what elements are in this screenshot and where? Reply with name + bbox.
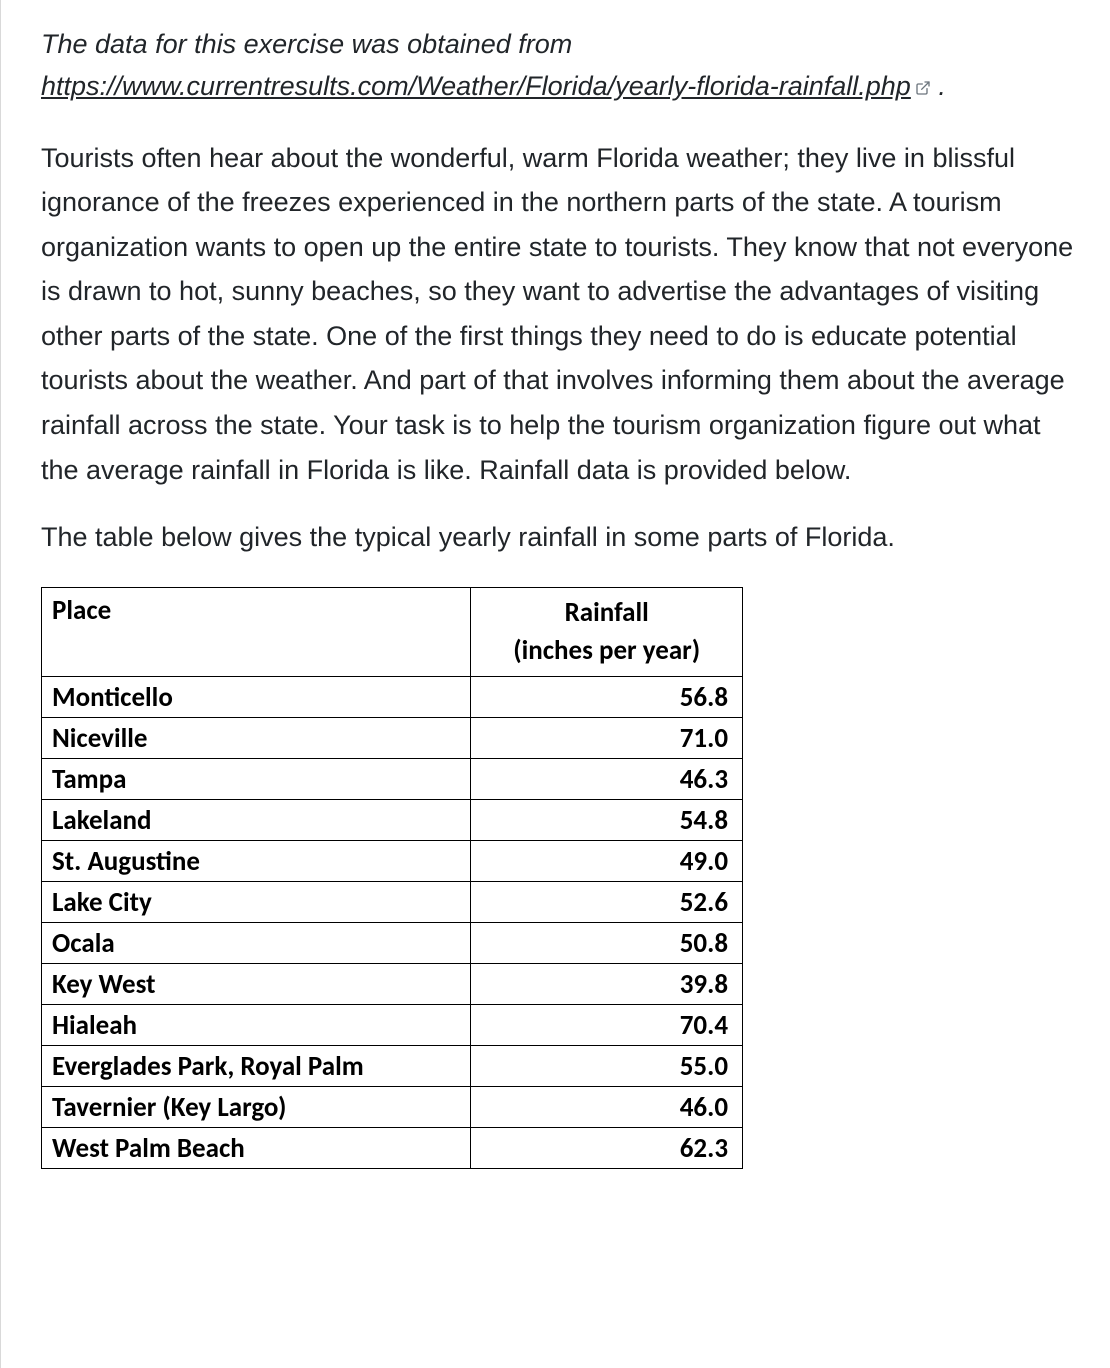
rainfall-cell: 49.0 — [471, 840, 743, 881]
rainfall-cell: 54.8 — [471, 799, 743, 840]
table-row: Key West 39.8 — [42, 963, 743, 1004]
external-link-icon — [915, 67, 931, 83]
rainfall-cell: 46.0 — [471, 1086, 743, 1127]
table-row: Tavernier (Key Largo) 46.0 — [42, 1086, 743, 1127]
table-row: Everglades Park, Royal Palm 55.0 — [42, 1045, 743, 1086]
column-header-rainfall-line2: (inches per year) — [513, 634, 700, 667]
place-cell: Ocala — [42, 922, 471, 963]
table-row: Monticello 56.8 — [42, 676, 743, 717]
table-row: Niceville 71.0 — [42, 717, 743, 758]
rainfall-cell: 52.6 — [471, 881, 743, 922]
place-cell: Hialeah — [42, 1004, 471, 1045]
table-row: St. Augustine 49.0 — [42, 840, 743, 881]
place-cell: Niceville — [42, 717, 471, 758]
place-cell: Tavernier (Key Largo) — [42, 1086, 471, 1127]
place-cell: Key West — [42, 963, 471, 1004]
attribution-link[interactable]: https://www.currentresults.com/Weather/F… — [41, 71, 911, 101]
place-cell: St. Augustine — [42, 840, 471, 881]
place-cell: Lake City — [42, 881, 471, 922]
table-header-row: Place Rainfall (inches per year) — [42, 588, 743, 677]
table-row: Lakeland 54.8 — [42, 799, 743, 840]
rainfall-cell: 46.3 — [471, 758, 743, 799]
rainfall-cell: 62.3 — [471, 1127, 743, 1168]
place-cell: Tampa — [42, 758, 471, 799]
column-header-rainfall-line1: Rainfall — [565, 596, 649, 629]
table-row: Ocala 50.8 — [42, 922, 743, 963]
rainfall-cell: 56.8 — [471, 676, 743, 717]
attribution-prefix: The data for this exercise was obtained … — [41, 29, 572, 59]
rainfall-cell: 71.0 — [471, 717, 743, 758]
rainfall-cell: 70.4 — [471, 1004, 743, 1045]
place-cell: Monticello — [42, 676, 471, 717]
table-row: Lake City 52.6 — [42, 881, 743, 922]
column-header-rainfall: Rainfall (inches per year) — [471, 588, 743, 677]
rainfall-cell: 50.8 — [471, 922, 743, 963]
column-header-place: Place — [42, 588, 471, 677]
data-attribution: The data for this exercise was obtained … — [41, 24, 1078, 108]
attribution-suffix: . — [931, 71, 946, 101]
place-cell: Lakeland — [42, 799, 471, 840]
rainfall-table: Place Rainfall (inches per year) Montice… — [41, 587, 743, 1169]
place-cell: Everglades Park, Royal Palm — [42, 1045, 471, 1086]
table-row: Hialeah 70.4 — [42, 1004, 743, 1045]
place-cell: West Palm Beach — [42, 1127, 471, 1168]
rainfall-cell: 55.0 — [471, 1045, 743, 1086]
body-paragraph: Tourists often hear about the wonderful,… — [41, 136, 1078, 492]
table-row: Tampa 46.3 — [42, 758, 743, 799]
table-body: Monticello 56.8 Niceville 71.0 Tampa 46.… — [42, 676, 743, 1168]
table-intro-text: The table below gives the typical yearly… — [41, 516, 1078, 559]
page-container: The data for this exercise was obtained … — [0, 0, 1110, 1368]
table-row: West Palm Beach 62.3 — [42, 1127, 743, 1168]
rainfall-cell: 39.8 — [471, 963, 743, 1004]
